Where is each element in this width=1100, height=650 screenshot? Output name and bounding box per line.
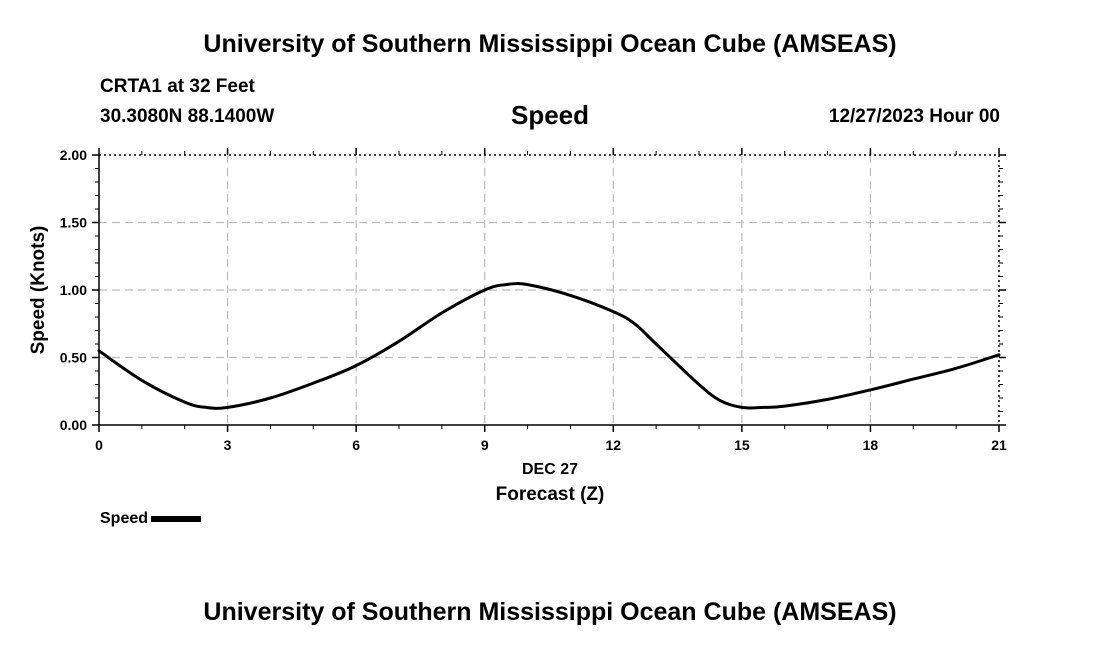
y-tick-label: 1.50 <box>60 215 87 231</box>
axes-layer: 0.00 0.50 1.00 1.50 2.00 0 3 6 9 12 15 18 21 <box>60 147 1007 453</box>
chart-title: Speed <box>510 100 590 130</box>
series-line-speed <box>97 282 1001 410</box>
x-axis-label: Forecast (Z) <box>496 484 605 505</box>
legend: Speed <box>100 510 202 528</box>
y-tick-label: 0.00 <box>60 417 87 433</box>
y-tick-label: 0.50 <box>60 350 87 366</box>
x-axis-date-label: DEC 27 <box>522 461 578 478</box>
y-tick-label: 1.00 <box>60 282 87 298</box>
x-tick-label: 9 <box>481 437 489 453</box>
legend-label: Speed <box>100 510 149 527</box>
chart-header-title: University of Southern Mississippi Ocean… <box>203 30 897 58</box>
x-tick-label: 12 <box>605 437 621 453</box>
chart-footer-title: University of Southern Mississippi Ocean… <box>203 598 897 626</box>
station-label: CRTA1 at 32 Feet <box>100 76 255 97</box>
forecast-datetime: 12/27/2023 Hour 00 <box>828 106 1000 127</box>
series-layer <box>97 282 1001 410</box>
coordinates-label: 30.3080N 88.1400W <box>100 106 275 127</box>
legend-swatch-speed <box>151 516 202 522</box>
x-tick-label: 15 <box>734 437 750 453</box>
y-tick-label: 2.00 <box>60 147 87 163</box>
x-tick-label: 18 <box>863 437 879 453</box>
x-tick-label: 0 <box>95 437 103 453</box>
x-tick-label: 21 <box>991 437 1007 453</box>
y-axis-label: Speed (Knots) <box>28 226 49 355</box>
x-tick-label: 3 <box>224 437 232 453</box>
x-tick-label: 6 <box>352 437 360 453</box>
